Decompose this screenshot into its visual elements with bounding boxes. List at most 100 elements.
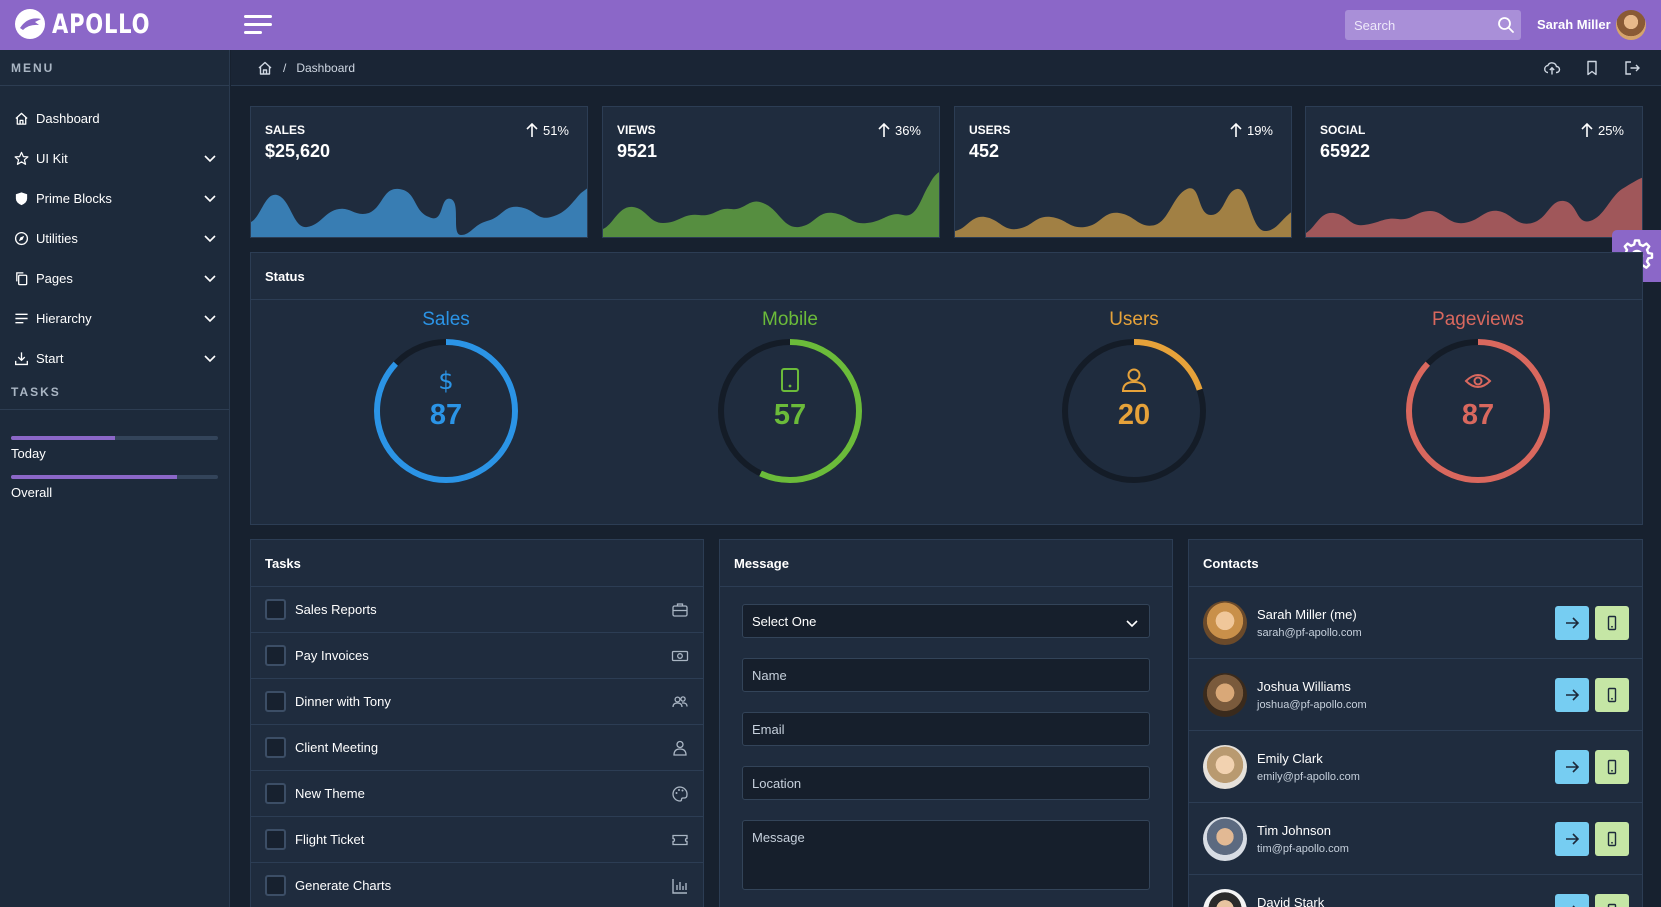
contact-item: David Stark: [1189, 875, 1642, 907]
tasks-card: Tasks Sales Reports Pay Invoices Dinner …: [250, 539, 704, 907]
money-icon: [671, 650, 689, 662]
contact-name: Tim Johnson: [1257, 823, 1331, 838]
arrow-right-icon: [1566, 833, 1580, 845]
menu-toggle-button[interactable]: [244, 14, 274, 36]
search-input[interactable]: [1345, 10, 1521, 40]
contact-email: joshua@pf-apollo.com: [1257, 699, 1367, 711]
avatar[interactable]: [1203, 889, 1247, 907]
contact-email: emily@pf-apollo.com: [1257, 771, 1360, 783]
users-sparkline: [955, 188, 1291, 237]
status-title: Status: [251, 253, 1642, 300]
home-icon[interactable]: [257, 60, 273, 76]
sidebar-item-pages[interactable]: Pages: [0, 258, 229, 298]
chart-bar-icon: [672, 879, 687, 894]
social-sparkline: [1306, 177, 1642, 237]
task-item: New Theme: [251, 771, 703, 817]
stat-card-users: USERS 452 19%: [954, 106, 1292, 238]
stat-label: SALES: [265, 123, 306, 137]
logo[interactable]: APOLLO: [14, 8, 178, 40]
gauge-title: Mobile: [762, 309, 818, 330]
tasks-header: TASKS: [0, 374, 229, 410]
sidebar-item-label: Hierarchy: [36, 310, 92, 326]
call-contact-button[interactable]: [1595, 822, 1629, 856]
topbar: APOLLO Sarah Miller: [0, 0, 1661, 50]
task-label: New Theme: [295, 786, 365, 801]
task-checkbox[interactable]: [265, 645, 286, 666]
email-field[interactable]: [742, 712, 1150, 746]
contact-email: sarah@pf-apollo.com: [1257, 627, 1362, 639]
sidebar-item-utilities[interactable]: Utilities: [0, 218, 229, 258]
message-select[interactable]: Select One: [742, 604, 1150, 638]
message-contact-button[interactable]: [1555, 822, 1589, 856]
sidebar-item-prime-blocks[interactable]: Prime Blocks: [0, 178, 229, 218]
star-icon: [12, 149, 30, 167]
message-field[interactable]: [742, 820, 1150, 890]
sidebar-item-start[interactable]: Start: [0, 338, 229, 378]
task-checkbox[interactable]: [265, 599, 286, 620]
sidebar-item-hierarchy[interactable]: Hierarchy: [0, 298, 229, 338]
gauge-users: Users 20: [1034, 309, 1234, 485]
stat-change: 25%: [1580, 122, 1624, 138]
sidebar-item-ui-kit[interactable]: UI Kit: [0, 138, 229, 178]
avatar[interactable]: [1203, 601, 1247, 645]
chevron-down-icon: [204, 355, 216, 363]
task-checkbox[interactable]: [265, 829, 286, 850]
sidebar-item-label: UI Kit: [36, 150, 68, 166]
task-checkbox[interactable]: [265, 783, 286, 804]
gauge-ring: 87: [1406, 339, 1550, 483]
eye-icon: [1464, 374, 1492, 388]
breadcrumb-actions: [1543, 59, 1641, 77]
arrow-right-icon: [1572, 905, 1576, 907]
task-checkbox[interactable]: [265, 691, 286, 712]
call-contact-button[interactable]: [1595, 678, 1629, 712]
message-contact-button[interactable]: [1555, 750, 1589, 784]
progress-label-today: Today: [11, 446, 46, 461]
breadcrumb-current: Dashboard: [296, 61, 356, 75]
task-checkbox[interactable]: [265, 737, 286, 758]
avatar[interactable]: [1203, 745, 1247, 789]
call-contact-button[interactable]: [1595, 606, 1629, 640]
task-label: Generate Charts: [295, 878, 392, 893]
stat-label: SOCIAL: [1320, 123, 1366, 137]
bookmark-icon[interactable]: [1583, 59, 1601, 77]
stat-change-value: 19%: [1246, 122, 1273, 138]
search-icon[interactable]: [1497, 16, 1515, 34]
stat-card-sales: SALES $25,620 51%: [250, 106, 588, 238]
task-progress: Today Overall: [0, 410, 229, 500]
arrow-up-icon: [878, 122, 890, 137]
align-left-icon: [12, 309, 30, 327]
location-field[interactable]: [742, 766, 1150, 800]
gauge-title: Users: [1109, 309, 1159, 330]
arrow-right-icon: [1566, 617, 1580, 629]
progress-fill: [11, 436, 115, 440]
call-contact-button[interactable]: [1595, 750, 1629, 784]
task-checkbox[interactable]: [265, 875, 286, 896]
name-field[interactable]: [742, 658, 1150, 692]
breadcrumb-bar: / Dashboard: [231, 50, 1661, 86]
sidebar: MENU Dashboard UI Kit Prime Blocks: [0, 50, 230, 907]
cloud-upload-icon[interactable]: [1543, 59, 1561, 77]
message-contact-button[interactable]: [1555, 606, 1589, 640]
tasks-title: Tasks: [251, 540, 703, 587]
avatar[interactable]: [1616, 10, 1646, 40]
sidebar-item-label: Dashboard: [36, 110, 100, 126]
call-contact-button[interactable]: [1595, 894, 1629, 907]
sign-out-icon[interactable]: [1623, 59, 1641, 77]
briefcase-icon: [672, 603, 688, 617]
contacts-card: Contacts Sarah Miller (me) sarah@pf-apol…: [1188, 539, 1643, 907]
stat-value: 65922: [1320, 141, 1371, 161]
message-contact-button[interactable]: [1555, 678, 1589, 712]
mobile-icon: [1607, 615, 1617, 631]
message-card: Message Select One: [719, 539, 1173, 907]
sidebar-item-dashboard[interactable]: Dashboard: [0, 98, 229, 138]
avatar[interactable]: [1203, 817, 1247, 861]
task-item: Client Meeting: [251, 725, 703, 771]
gauge-title: Sales: [422, 309, 470, 330]
avatar[interactable]: [1203, 673, 1247, 717]
user-name[interactable]: Sarah Miller: [1537, 17, 1611, 32]
sidebar-item-label: Utilities: [36, 230, 78, 246]
stat-change-value: 25%: [1597, 122, 1624, 138]
gauge-ring: 57: [718, 339, 862, 483]
message-contact-button[interactable]: [1555, 894, 1589, 907]
contact-item: Emily Clark emily@pf-apollo.com: [1189, 731, 1642, 803]
